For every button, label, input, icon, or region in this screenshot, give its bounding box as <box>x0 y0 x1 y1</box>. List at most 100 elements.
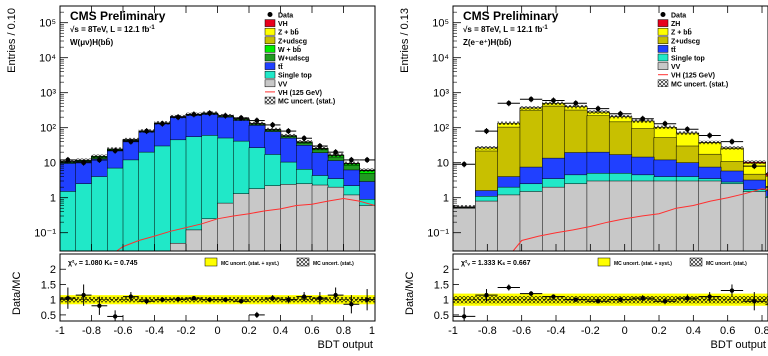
ratio-legend-label-0: MC uncert. (stat. + syst.) <box>221 261 279 267</box>
legend-label-9: VH (125 GeV) <box>278 90 322 97</box>
x-tick-label-1: -0.8 <box>478 325 497 337</box>
data-point-12 <box>254 118 260 123</box>
legend-label-10: MC uncert. (stat.) <box>278 99 335 106</box>
mc-stat-hatch-0 <box>453 205 476 209</box>
chart-title: CMS Preliminary <box>70 9 166 23</box>
legend-swatch-6 <box>264 62 276 70</box>
data-point-8 <box>191 111 197 117</box>
legend-swatch-5 <box>264 53 276 62</box>
data-point-11 <box>238 115 244 121</box>
x-tick-label-2: -0.6 <box>114 325 133 337</box>
legend-swatch-8 <box>264 79 276 88</box>
ratio-point-16 <box>317 295 323 301</box>
data-point-7 <box>617 111 623 117</box>
data-point-11 <box>707 133 713 138</box>
data-point-19 <box>364 157 370 163</box>
data-point-7 <box>175 114 181 120</box>
legend-label-8: VV <box>278 81 288 88</box>
legend-label-7: VH (125 GeV) <box>671 73 715 80</box>
ratio-y-tick-label-2: 1.5 <box>41 279 56 291</box>
legend-label-7: Single top <box>278 73 312 80</box>
mc-stat-hatch-1 <box>475 146 498 150</box>
data-point-13 <box>270 122 276 128</box>
ratio-point-0 <box>65 295 71 301</box>
legend-label-8: MC uncert. (stat.) <box>671 81 728 88</box>
chi2-label: χ²ᵥ = 1.080 Kₛ = 0.745 <box>68 260 138 267</box>
legend-swatch-hatch <box>657 79 669 88</box>
legend-label-5: W+udscg <box>278 56 309 63</box>
bar-VV-14 <box>280 184 297 251</box>
legend-swatch-3 <box>657 36 669 45</box>
legend-swatch-1 <box>264 19 276 27</box>
data-point-4 <box>128 139 134 145</box>
ratio-point-10 <box>223 297 228 302</box>
energy-label: √s = 8TeV, L = 12.1 fb-1 <box>70 25 155 34</box>
mc-stat-hatch-6 <box>586 110 610 114</box>
ratio-point-2 <box>97 303 102 308</box>
y-tick-label-1: 1 <box>50 193 56 205</box>
ratio-point-15 <box>301 294 307 299</box>
bar-VV-11 <box>698 180 722 251</box>
data-point-1 <box>484 128 489 134</box>
bar-single_top-2 <box>91 176 108 251</box>
legend-swatch-hatch <box>264 96 276 105</box>
ratio-point-18 <box>349 302 354 307</box>
ratio-y-tick-label-1: 1 <box>50 295 56 307</box>
bar-single_top-7 <box>170 139 187 251</box>
data-point-1 <box>81 160 87 166</box>
ratio-point-11 <box>707 294 712 299</box>
x-tick-label-2: -0.6 <box>512 325 531 337</box>
legend-label-6: VV <box>671 64 681 71</box>
mc-stat-hatch-2 <box>91 154 108 158</box>
ratio-point-14 <box>286 297 291 302</box>
mc-stat-hatch-15 <box>296 140 312 144</box>
ratio-point-7 <box>175 296 181 302</box>
ratio-point-6 <box>595 299 601 304</box>
main-frame <box>452 5 768 252</box>
bar-VV-7 <box>608 180 633 251</box>
y-tick-label-0: 10⁻¹ <box>34 228 56 240</box>
bar-VV-10 <box>675 180 700 251</box>
x-tick-label-6: 0.2 <box>241 325 256 337</box>
data-point-12 <box>729 139 735 145</box>
ratio-legend-swatch-stat <box>689 257 703 267</box>
bar-VV-11 <box>233 193 250 251</box>
x-tick-label-7: 0.4 <box>686 325 701 337</box>
ratio-plot-area <box>453 284 768 321</box>
legend-swatch-6 <box>657 62 669 70</box>
ratio-y-tick-label-2: 1.5 <box>434 279 449 291</box>
legend-label-3: Z+udscg <box>278 38 307 45</box>
ratio-point-9 <box>207 297 212 302</box>
ratio-point-1 <box>81 292 86 298</box>
ratio-point-5 <box>573 297 578 302</box>
ratio-y-axis-label: Data/MC <box>11 272 23 315</box>
legend-swatch-2 <box>657 27 669 36</box>
bar-single_top-1 <box>75 183 93 251</box>
data-point-10 <box>684 126 690 132</box>
data-point-4 <box>551 98 556 103</box>
x-tick-label-4: -0.2 <box>581 325 600 337</box>
ratio-y-tick-label-0: 0.5 <box>41 310 56 322</box>
y-tick-label-3: 10² <box>433 123 449 135</box>
channel-label: W(μν)H(bb̄) <box>70 38 113 47</box>
y-axis-label: Entries / 0.13 <box>399 8 411 73</box>
signal-line <box>512 188 768 251</box>
y-tick-label-1: 1 <box>443 193 449 205</box>
ratio-point-6 <box>160 297 165 302</box>
ratio-point-12 <box>729 288 735 293</box>
y-tick-label-3: 10² <box>40 123 56 135</box>
x-tick-label-0: -1 <box>448 325 458 337</box>
mc-stat-hatch-18 <box>343 161 360 166</box>
data-point-10 <box>222 113 228 119</box>
ratio-legend-swatch-syst <box>204 257 218 267</box>
x-tick-label-8: 0.6 <box>304 325 319 337</box>
energy-label-text: √s = 8TeV, L = 12.1 fb <box>463 25 543 34</box>
x-tick-label-5: 0 <box>214 325 220 337</box>
legend-label-6: tt̄ <box>278 62 283 71</box>
ratio-point-7 <box>618 297 623 302</box>
bar-VV-14 <box>765 197 768 251</box>
energy-label-exp: -1 <box>149 25 155 31</box>
chart-title: CMS Preliminary <box>463 9 559 23</box>
